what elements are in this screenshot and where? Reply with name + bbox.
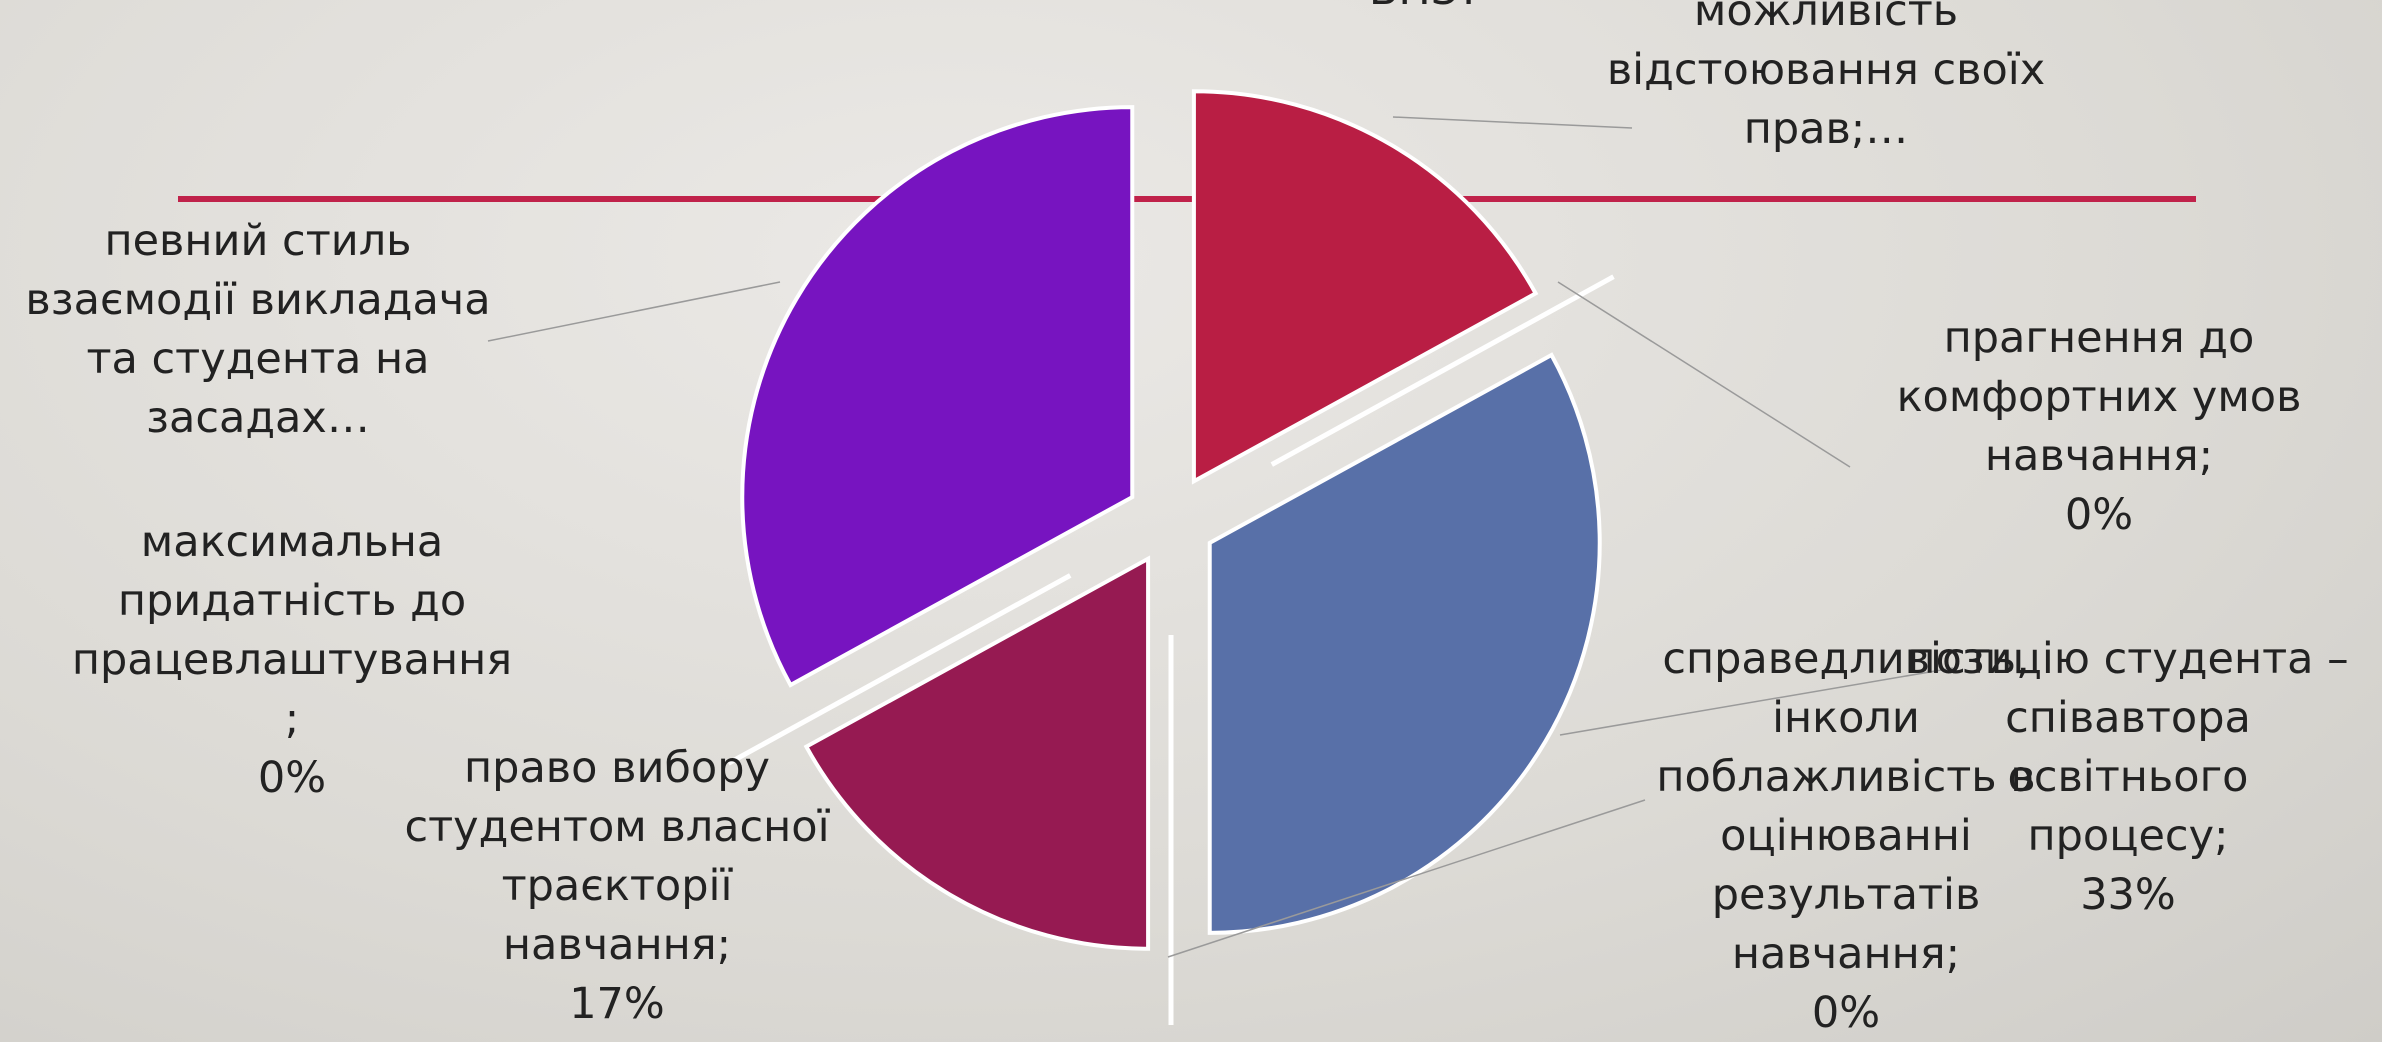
slice-label-line: 0% <box>2065 490 2133 540</box>
leader-line <box>1557 281 1851 468</box>
slice-label-line: студентом власної <box>404 802 830 852</box>
slice-label-line: 0% <box>1812 988 1880 1038</box>
pie-slice <box>1191 89 1539 485</box>
slice-label-line: навчання; <box>1985 431 2213 481</box>
slice-label-line: інколи <box>1772 693 1920 743</box>
slice-label: прагнення до комфортних умов навчання; 0% <box>1897 313 2302 540</box>
slice-label-line: прагнення до <box>1944 313 2255 363</box>
slice-label-line: 33% <box>2080 870 2176 920</box>
slice-label-line: навчання; <box>503 920 731 970</box>
slice-label: можливість відстоювання своїх прав;… <box>1607 0 2045 154</box>
slice-label-line: освітнього <box>2008 752 2249 802</box>
slice-label-line: взаємодії викладача <box>25 275 490 325</box>
slice-label-line: працевлаштування <box>72 635 512 685</box>
leader-line <box>487 281 781 342</box>
slice-label-line: максимальна <box>141 517 443 567</box>
title-fragment: ВНЗ? <box>1369 0 1481 15</box>
slice-label: справедливість, інколи поблажливість в оцін… <box>1656 634 2035 1038</box>
leader-line <box>1559 667 1954 736</box>
slice-label-line: відстоювання своїх <box>1607 45 2045 95</box>
slice-label-line: 17% <box>569 979 665 1029</box>
slice-label-line: ; <box>285 694 300 744</box>
slice-label: позицію студента – співавтора освітнього пр… <box>1907 634 2348 920</box>
slice-label-line: 0% <box>258 753 326 803</box>
slice-label-line: можливість <box>1694 0 1958 36</box>
slice-label-line: справедливість, <box>1662 634 2029 684</box>
pie-slice-zero <box>1270 274 1615 467</box>
pie-slice <box>740 105 1135 688</box>
slice-label-line: навчання; <box>1732 929 1960 979</box>
pie-slice <box>1207 352 1602 935</box>
slice-label: право вибору студентом власної траєкторії н… <box>404 743 830 1029</box>
slice-label: максимальна придатність до працевлаштуванн… <box>72 517 512 803</box>
slice-label-line: співавтора <box>2005 693 2251 743</box>
slice-label-line: поблажливість в <box>1656 752 2035 802</box>
slice-label-line: комфортних умов <box>1897 372 2302 422</box>
slice-label-line: засадах… <box>146 393 370 443</box>
slice-label-line: придатність до <box>118 576 466 626</box>
slice-label-line: оцінюванні <box>1720 811 1972 861</box>
pie-slice-zero <box>727 573 1072 766</box>
pie-slice <box>803 555 1151 951</box>
slice-label-line: та студента на <box>86 334 429 384</box>
slice-label-line: певний стиль <box>104 216 411 266</box>
slice-label: певний стиль взаємодії викладача та студен… <box>25 216 490 443</box>
slice-label-line: позицію студента – <box>1907 634 2348 684</box>
slice-label-line: траєкторії <box>502 861 734 911</box>
slice-label-line: процесу; <box>2027 811 2228 861</box>
slice-label-line: результатів <box>1712 870 1981 920</box>
leader-line <box>1167 799 1646 958</box>
leader-line <box>1392 116 1633 129</box>
slice-label-line: право вибору <box>464 743 770 793</box>
slice-label-line: прав;… <box>1744 104 1909 154</box>
